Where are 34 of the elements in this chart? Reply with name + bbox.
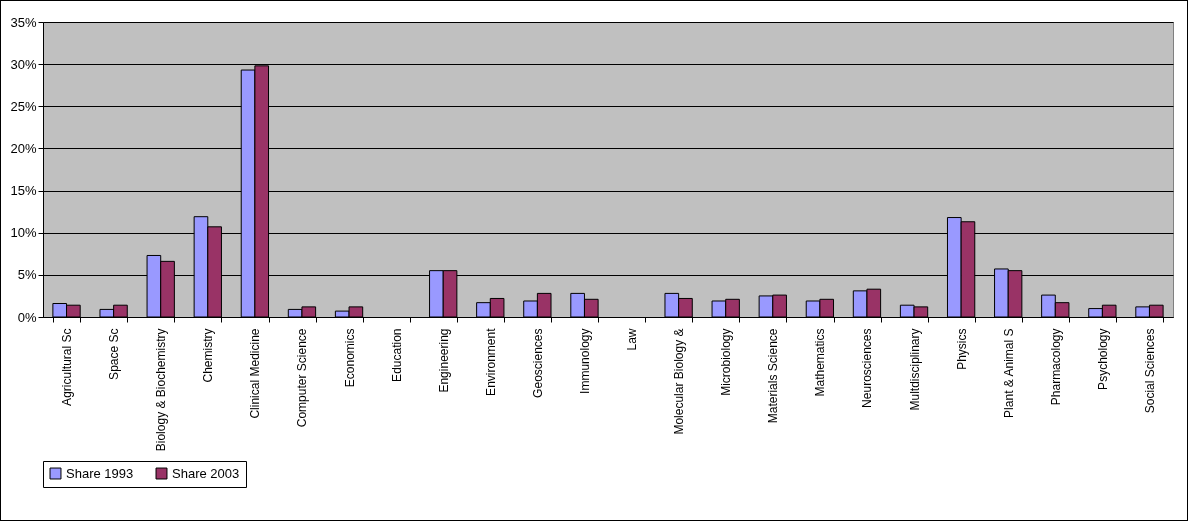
x-tick-label: Agricultural Sc: [60, 328, 75, 406]
x-tick-label: Law: [625, 328, 640, 351]
x-tick-label: Molecular Biology &: [672, 328, 687, 435]
x-tick-label: Psychology: [1095, 328, 1110, 390]
legend-label: Share 2003: [172, 465, 240, 481]
y-tick-label: 15%: [10, 183, 37, 199]
x-tick-label: Materials Science: [766, 328, 781, 424]
y-tick-label: 5%: [17, 267, 37, 283]
x-tick-label: Social Sciences: [1142, 328, 1157, 414]
x-tick-label: Neurosciences: [860, 328, 875, 408]
x-tick-label: Pharmacology: [1048, 328, 1063, 406]
y-tick-label: 20%: [10, 140, 37, 156]
y-tick-label: 25%: [10, 98, 37, 114]
y-tick-label: 30%: [10, 56, 37, 72]
y-tick-label: 0%: [17, 309, 37, 325]
x-tick-label: Education: [389, 328, 404, 382]
x-tick-label: Clinical Medicine: [248, 328, 263, 419]
x-tick-label: Geosciences: [530, 328, 545, 398]
x-tick-label: Chemistry: [201, 328, 216, 383]
x-tick-label: Multdisciplinary: [907, 328, 922, 411]
x-tick-label: Plant & Animal S: [1001, 328, 1016, 418]
x-tick-label: Biology & Biochemistry: [154, 328, 169, 452]
x-tick-label: Engineering: [436, 328, 451, 393]
x-tick-label: Immunology: [577, 328, 592, 394]
x-tick-label: Physics: [954, 328, 969, 370]
x-tick-label: Economics: [342, 328, 357, 388]
x-tick-label: Computer Science: [295, 328, 310, 428]
x-tick-label: Space Sc: [107, 328, 122, 380]
y-tick-label: 10%: [10, 225, 37, 241]
x-tick-label: Microbiology: [719, 328, 734, 396]
x-tick-label: Mathematics: [813, 328, 828, 397]
legend-label: Share 1993: [66, 465, 134, 481]
y-tick-label: 35%: [10, 14, 37, 30]
x-tick-label: Environment: [483, 327, 498, 396]
